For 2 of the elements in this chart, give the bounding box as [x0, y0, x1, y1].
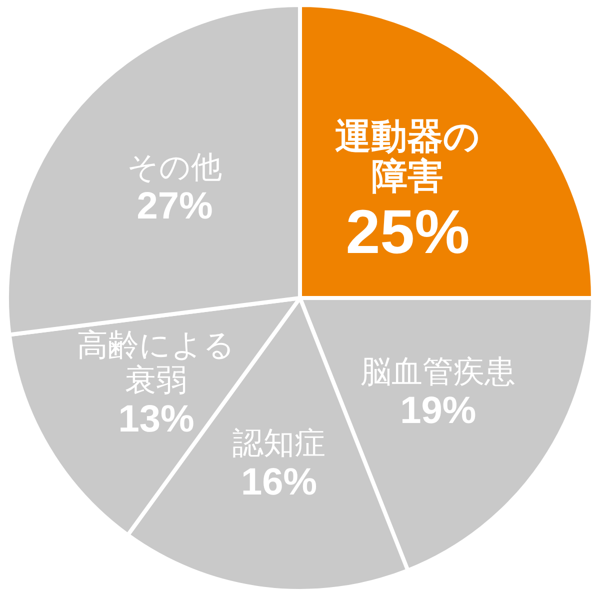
slice-label: 運動器の障害	[335, 115, 480, 197]
data-label: 25%	[346, 198, 470, 267]
